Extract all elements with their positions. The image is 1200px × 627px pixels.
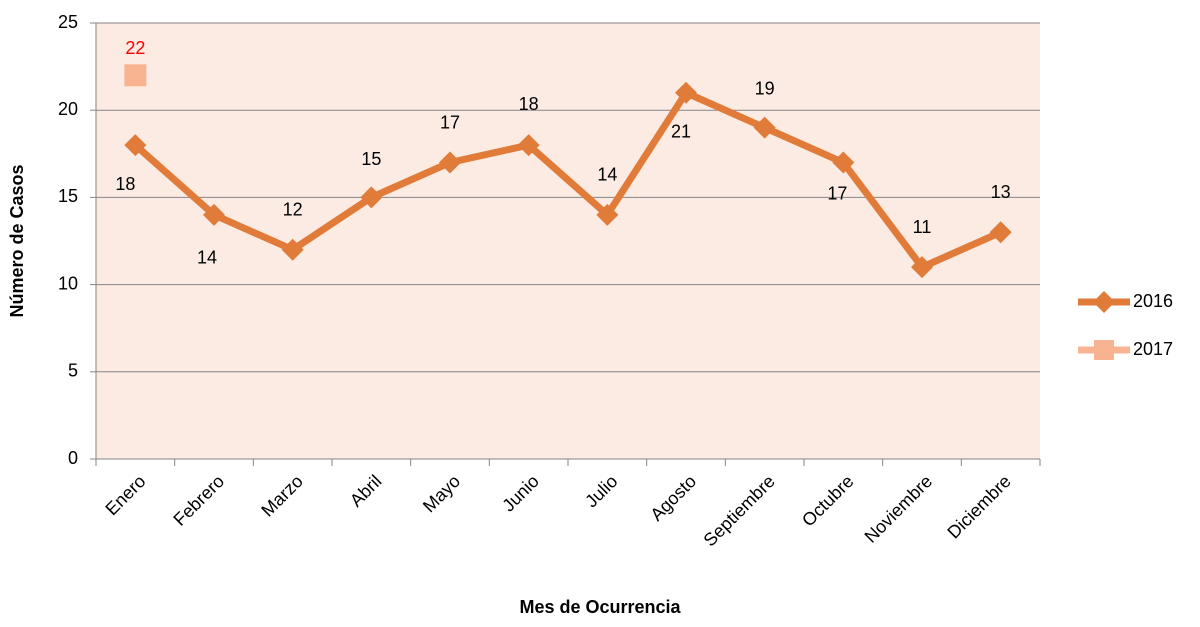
marker [124, 64, 147, 87]
data-label: 15 [361, 149, 381, 169]
marker [203, 203, 225, 226]
data-label: 18 [115, 174, 135, 194]
x-tick-label: Agosto [646, 471, 700, 525]
x-tick-label: Octubre [798, 471, 857, 530]
x-tick-label: Diciembre [943, 471, 1014, 542]
data-label: 21 [671, 122, 691, 142]
data-label: 14 [197, 248, 217, 268]
y-tick-label: 20 [58, 99, 78, 119]
marker [439, 151, 461, 174]
legend-marker [1094, 340, 1114, 360]
marker [989, 221, 1012, 244]
x-tick-label: Marzo [257, 471, 307, 521]
plot-area [96, 23, 1040, 459]
y-tick-label: 5 [68, 361, 78, 381]
marker [753, 116, 776, 139]
marker [281, 238, 304, 261]
x-axis-title: Mes de Ocurrencia [519, 597, 681, 617]
x-tick-label: Enero [101, 471, 149, 519]
data-label: 14 [597, 165, 617, 185]
data-label: 19 [755, 78, 775, 98]
x-tick-label: Julio [581, 471, 621, 511]
marker [911, 256, 933, 279]
marker [596, 203, 619, 226]
data-label: 22 [125, 38, 145, 58]
x-tick-label: Junio [498, 471, 543, 516]
data-label: 13 [991, 182, 1011, 202]
legend-label: 2017 [1133, 339, 1173, 359]
y-tick-label: 15 [58, 186, 78, 206]
marker [675, 81, 697, 104]
data-label: 11 [913, 217, 932, 237]
legend-marker [1093, 291, 1115, 313]
x-tick-label: Noviembre [861, 471, 937, 547]
data-label: 12 [283, 199, 303, 219]
line [133, 89, 1003, 271]
marker [832, 151, 855, 174]
x-tick-label: Septiembre [700, 471, 779, 550]
data-label: 17 [440, 112, 460, 132]
y-tick-label: 25 [58, 12, 78, 32]
y-axis-title: Número de Casos [7, 164, 27, 317]
legend-label: 2016 [1133, 291, 1173, 311]
data-label: 18 [519, 94, 539, 114]
x-tick-label: Febrero [169, 471, 228, 530]
x-tick-label: Mayo [419, 471, 464, 516]
y-tick-label: 10 [58, 273, 78, 293]
marker [517, 134, 540, 157]
x-tick-label: Abril [346, 471, 386, 511]
data-label: 17 [827, 183, 847, 203]
marker [360, 186, 383, 209]
marker [124, 134, 147, 157]
y-tick-label: 0 [68, 448, 78, 468]
